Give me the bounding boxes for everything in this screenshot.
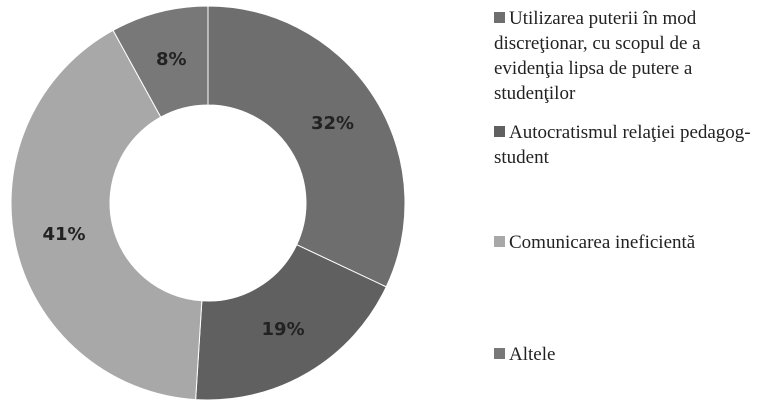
- legend-item: Autocratismul relaţiei pedagog-student: [494, 120, 760, 170]
- legend-item: Comunicarea ineficientă: [494, 230, 760, 255]
- slice: [195, 244, 387, 401]
- legend-swatch: [494, 126, 505, 137]
- data-label: 8%: [156, 49, 187, 70]
- legend-label: Utilizarea puterii în mod discreţionar, …: [494, 8, 701, 104]
- data-label: 41%: [43, 224, 86, 245]
- data-label: 19%: [262, 319, 305, 340]
- slice: [207, 5, 406, 288]
- legend-item: Altele: [494, 342, 760, 367]
- data-label: 32%: [311, 113, 354, 134]
- legend-label: Altele: [509, 344, 556, 365]
- legend-swatch: [494, 348, 505, 359]
- legend-item: Utilizarea puterii în mod discreţionar, …: [494, 6, 760, 106]
- legend-swatch: [494, 236, 505, 247]
- legend-label: Autocratismul relaţiei pedagog-student: [494, 122, 751, 168]
- slice: [112, 5, 209, 118]
- legend-label: Comunicarea ineficientă: [509, 232, 696, 253]
- legend-swatch: [494, 12, 505, 23]
- slice: [10, 29, 203, 401]
